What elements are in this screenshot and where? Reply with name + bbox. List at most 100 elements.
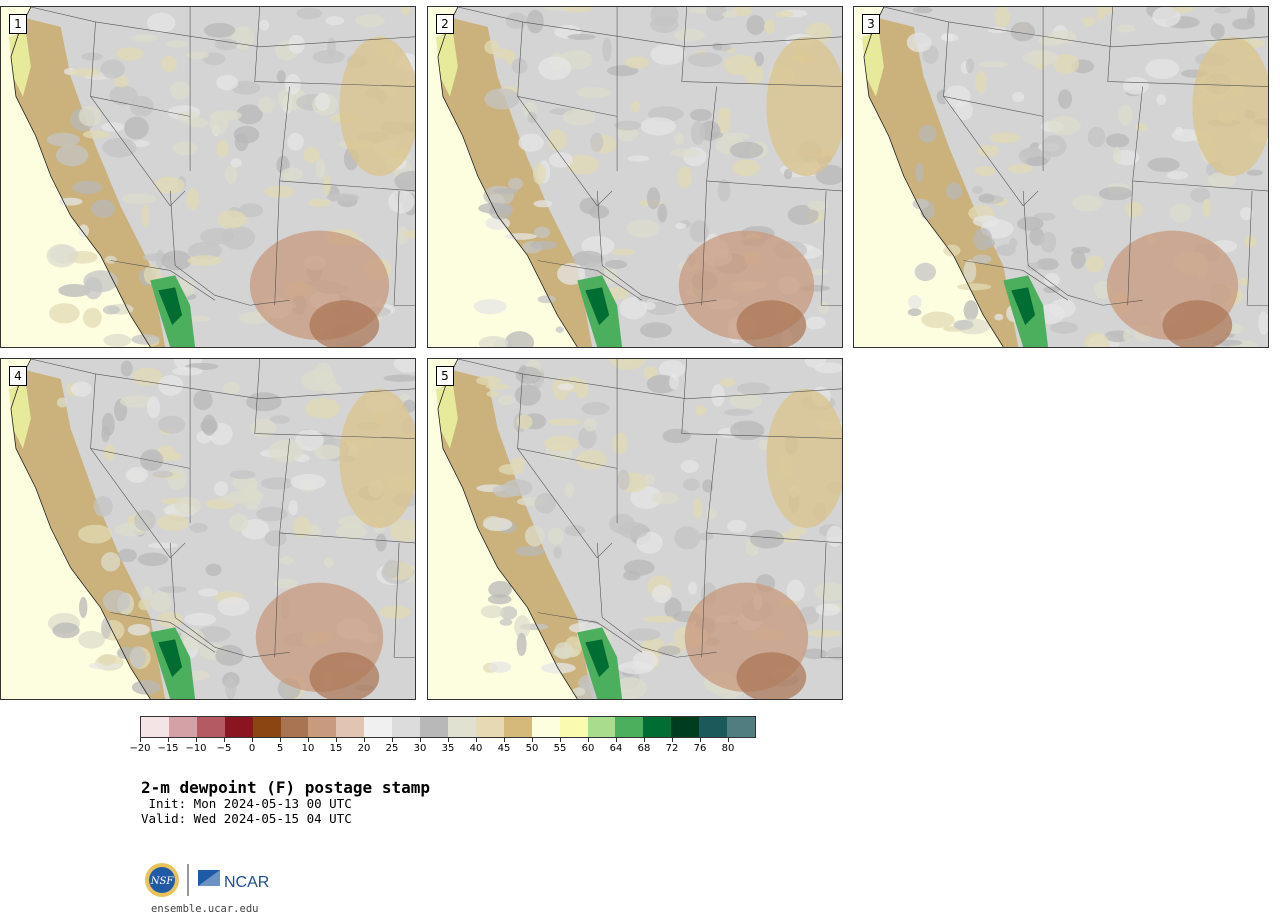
dewpoint-texture-blob	[177, 111, 200, 124]
tan-moist-region	[339, 388, 415, 528]
state-border	[517, 448, 618, 469]
dewpoint-texture-blob	[269, 415, 290, 424]
dewpoint-texture-blob	[268, 439, 303, 463]
very-moist-region	[158, 639, 183, 678]
dewpoint-texture-blob	[730, 420, 765, 441]
colorbar-tick-label: 15	[329, 743, 343, 754]
dewpoint-texture-blob	[617, 469, 630, 491]
colorbar-tick-label: 64	[609, 743, 623, 754]
colorbar-swatch	[559, 717, 588, 737]
dewpoint-texture-blob	[179, 628, 205, 651]
colorbar-swatch	[392, 717, 421, 737]
dewpoint-texture-blob	[78, 630, 105, 649]
state-border	[110, 612, 216, 653]
dewpoint-texture-blob	[547, 128, 567, 152]
dewpoint-texture-blob	[102, 137, 137, 158]
coastline	[863, 7, 1004, 347]
dewpoint-texture-blob	[732, 159, 760, 177]
dewpoint-texture-blob	[614, 120, 642, 131]
dewpoint-texture-blob	[215, 644, 244, 666]
very-moist-region	[585, 287, 610, 326]
dewpoint-texture-blob	[1047, 115, 1081, 136]
dewpoint-texture-blob	[79, 596, 88, 618]
svg-text:NCAR: NCAR	[224, 874, 269, 891]
dewpoint-texture-blob	[82, 130, 110, 139]
dewpoint-texture-blob	[1058, 89, 1073, 109]
dewpoint-texture-blob	[814, 582, 842, 602]
state-border	[1022, 190, 1143, 306]
dewpoint-texture-blob	[579, 197, 601, 215]
dewpoint-texture-blob	[504, 233, 537, 240]
dewpoint-texture-blob	[554, 642, 573, 660]
dewpoint-texture-blob	[715, 132, 751, 140]
dewpoint-texture-blob	[978, 61, 1009, 68]
coastline	[10, 7, 151, 347]
dewpoint-texture-blob	[225, 165, 238, 184]
dewpoint-texture-blob	[1214, 7, 1232, 14]
state-border	[274, 180, 280, 306]
tan-moist-region	[1192, 36, 1268, 176]
coastline	[437, 359, 578, 699]
dewpoint-texture-blob	[611, 248, 635, 256]
dewpoint-texture-blob	[915, 162, 924, 183]
coastal-green-strip	[435, 383, 458, 449]
dewpoint-texture-blob	[216, 140, 229, 158]
dewpoint-texture-blob	[516, 414, 533, 430]
dewpoint-texture-blob	[914, 262, 937, 282]
dewpoint-texture-blob	[514, 615, 531, 639]
dewpoint-texture-blob	[706, 507, 717, 520]
dewpoint-texture-blob	[46, 132, 80, 147]
dewpoint-texture-blob	[137, 552, 169, 567]
dewpoint-texture-blob	[978, 193, 995, 203]
dewpoint-texture-blob	[403, 230, 415, 239]
very-moist-region	[1011, 287, 1036, 326]
tan-moist-region	[766, 388, 842, 528]
colorbar-swatch	[224, 717, 253, 737]
dewpoint-texture-blob	[281, 167, 303, 181]
dewpoint-texture-blob	[1125, 201, 1143, 218]
colorbar-swatch	[252, 717, 281, 737]
state-border	[90, 21, 186, 207]
state-border	[596, 190, 717, 306]
dewpoint-texture-blob	[187, 241, 222, 260]
state-border	[1246, 190, 1268, 306]
website-link[interactable]: ensemble.ucar.edu	[151, 903, 259, 915]
dewpoint-texture-blob	[186, 51, 209, 59]
dewpoint-texture-blob	[711, 384, 725, 407]
dewpoint-texture-blob	[131, 34, 158, 42]
state-border	[706, 86, 842, 192]
colorbar-swatch	[699, 717, 728, 737]
dewpoint-texture-blob	[138, 599, 151, 611]
dewpoint-texture-blob	[115, 47, 144, 61]
dewpoint-texture-blob	[583, 418, 597, 432]
dewpoint-texture-blob	[56, 397, 68, 408]
dewpoint-texture-blob	[52, 622, 80, 639]
dewpoint-texture-blob	[323, 383, 342, 395]
dewpoint-texture-blob	[487, 594, 512, 605]
coastal-green-strip	[435, 31, 458, 97]
dewpoint-texture-blob	[567, 33, 596, 40]
dewpoint-texture-blob	[223, 381, 240, 395]
state-border	[701, 180, 707, 306]
dewpoint-texture-blob	[124, 116, 149, 140]
colorbar-swatch	[531, 717, 560, 737]
dewpoint-texture-blob	[975, 70, 988, 94]
dewpoint-texture-blob	[562, 109, 596, 126]
dewpoint-texture-blob	[1258, 311, 1268, 335]
dewpoint-texture-blob	[473, 299, 507, 315]
dewpoint-texture-blob	[1016, 216, 1044, 231]
dewpoint-texture-blob	[216, 74, 239, 91]
dewpoint-texture-blob	[534, 492, 556, 514]
colorbar-swatch	[280, 717, 309, 737]
dewpoint-texture-blob	[811, 268, 829, 276]
dewpoint-texture-blob	[84, 276, 103, 300]
state-border	[537, 612, 643, 653]
dewpoint-texture-blob	[527, 111, 537, 124]
state-border	[517, 96, 618, 117]
dewpoint-texture-blob	[989, 132, 1021, 144]
very-dry-region	[309, 300, 380, 347]
colorbar-tick-label: 50	[525, 743, 539, 754]
dewpoint-texture-blob	[205, 563, 222, 576]
dewpoint-texture-blob	[70, 381, 92, 397]
state-border	[596, 542, 717, 658]
